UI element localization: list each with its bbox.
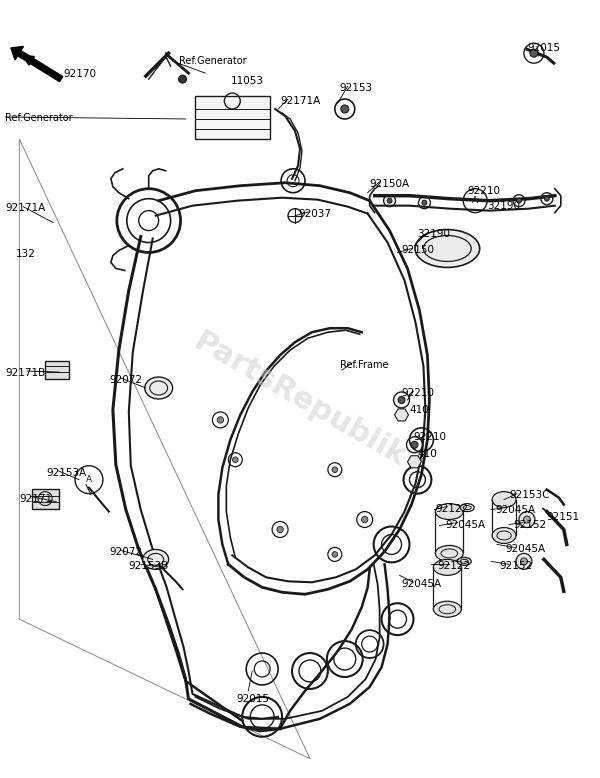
Text: 92122: 92122 xyxy=(436,503,469,513)
Circle shape xyxy=(362,517,368,523)
Circle shape xyxy=(277,526,283,533)
Ellipse shape xyxy=(492,527,516,544)
Circle shape xyxy=(519,512,535,527)
Circle shape xyxy=(530,49,538,58)
Text: 92171A: 92171A xyxy=(5,202,46,212)
Circle shape xyxy=(517,198,521,203)
Polygon shape xyxy=(395,409,409,421)
Ellipse shape xyxy=(145,377,173,399)
Ellipse shape xyxy=(433,559,461,576)
Text: 92015: 92015 xyxy=(236,694,269,704)
Text: 92152: 92152 xyxy=(513,520,546,530)
Text: 92210: 92210 xyxy=(401,388,434,398)
Text: 92072: 92072 xyxy=(109,548,142,557)
Ellipse shape xyxy=(457,557,471,566)
Text: A: A xyxy=(86,475,92,484)
Text: 92153C: 92153C xyxy=(509,489,550,499)
Polygon shape xyxy=(407,456,421,468)
FancyArrow shape xyxy=(11,47,62,82)
Text: 132: 132 xyxy=(16,248,35,258)
Text: 92152: 92152 xyxy=(499,562,532,571)
FancyBboxPatch shape xyxy=(45,361,69,379)
Text: 92045A: 92045A xyxy=(445,520,485,530)
Circle shape xyxy=(332,467,338,472)
Ellipse shape xyxy=(492,492,516,507)
Text: 11053: 11053 xyxy=(230,76,263,86)
Circle shape xyxy=(233,457,238,463)
Text: PartsRepublik: PartsRepublik xyxy=(189,328,411,472)
Ellipse shape xyxy=(436,503,463,520)
Text: 92037: 92037 xyxy=(298,209,331,219)
Text: 32190: 32190 xyxy=(487,201,520,211)
Ellipse shape xyxy=(415,230,479,268)
Text: 92150: 92150 xyxy=(401,244,434,254)
Ellipse shape xyxy=(460,503,474,512)
Circle shape xyxy=(523,516,530,523)
Ellipse shape xyxy=(433,601,461,617)
Text: 92151: 92151 xyxy=(547,512,580,521)
Text: Ref.Generator: Ref.Generator xyxy=(179,56,246,66)
Polygon shape xyxy=(196,96,270,139)
Circle shape xyxy=(341,105,349,113)
Text: 92210: 92210 xyxy=(467,186,500,196)
Text: 92122: 92122 xyxy=(437,562,470,571)
Circle shape xyxy=(387,198,392,203)
FancyBboxPatch shape xyxy=(32,489,59,509)
Circle shape xyxy=(516,553,532,569)
Text: 92015: 92015 xyxy=(527,44,560,53)
Circle shape xyxy=(398,397,405,404)
Ellipse shape xyxy=(436,545,463,562)
Text: Ref.Generator: Ref.Generator xyxy=(5,113,73,123)
Text: 92072: 92072 xyxy=(109,375,142,385)
Circle shape xyxy=(422,200,427,205)
Text: Ref.Frame: Ref.Frame xyxy=(340,360,388,370)
Text: 92171B: 92171B xyxy=(5,368,46,378)
Ellipse shape xyxy=(143,549,169,569)
Text: 92171A: 92171A xyxy=(280,96,320,106)
Text: 92150A: 92150A xyxy=(370,179,410,189)
Circle shape xyxy=(520,558,527,565)
Text: 92170: 92170 xyxy=(63,69,96,79)
Text: 410: 410 xyxy=(418,449,437,459)
Circle shape xyxy=(411,441,418,448)
Text: A: A xyxy=(472,196,478,205)
Text: 92153B: 92153B xyxy=(129,562,169,571)
Text: 92153A: 92153A xyxy=(46,468,86,478)
Text: 32190: 32190 xyxy=(418,229,451,239)
Circle shape xyxy=(217,417,224,423)
Text: 92171: 92171 xyxy=(19,493,52,503)
Circle shape xyxy=(179,75,187,83)
Circle shape xyxy=(544,196,550,202)
Text: 92210: 92210 xyxy=(413,432,446,442)
Text: 92045A: 92045A xyxy=(401,580,442,589)
Text: 92045A: 92045A xyxy=(495,505,535,514)
Circle shape xyxy=(332,552,338,557)
Text: 92045A: 92045A xyxy=(505,545,545,555)
Text: 92153: 92153 xyxy=(340,83,373,93)
Text: 410: 410 xyxy=(409,405,429,415)
